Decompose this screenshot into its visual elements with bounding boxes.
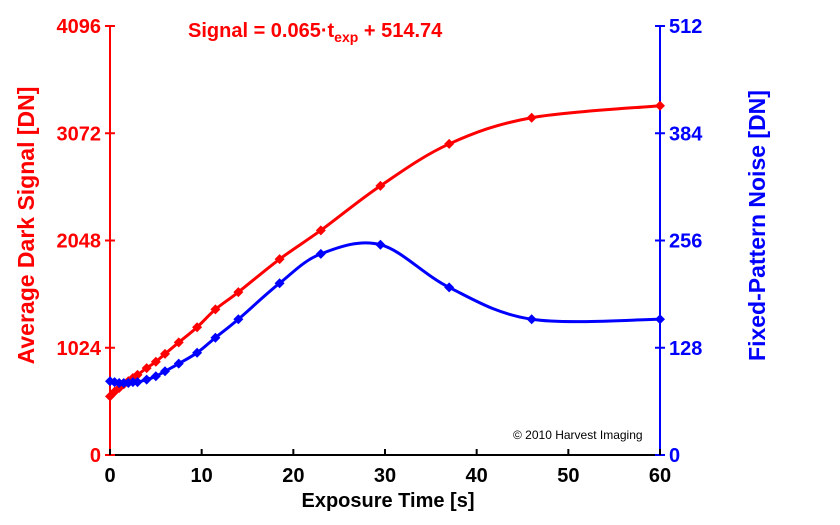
fit-equation-subscript: exp bbox=[334, 29, 358, 45]
fit-equation: Signal = 0.065·texp + 514.74 bbox=[188, 20, 443, 45]
data-series bbox=[105, 100, 665, 402]
fixed-pattern-noise-point bbox=[141, 374, 152, 385]
fixed-pattern-noise-point bbox=[132, 377, 143, 388]
fixed-pattern-noise-point bbox=[375, 239, 386, 250]
dark-signal-point bbox=[141, 363, 152, 374]
right-y-tick-label: 128 bbox=[669, 338, 702, 360]
fit-equation-suffix: + 514.74 bbox=[358, 20, 443, 42]
right-y-tick-label: 384 bbox=[669, 123, 703, 145]
x-tick-label: 40 bbox=[466, 465, 488, 487]
x-tick-label: 30 bbox=[374, 465, 396, 487]
right-y-axis-label: Fixed-Pattern Noise [DN] bbox=[744, 90, 770, 361]
left-y-tick-label: 3072 bbox=[57, 123, 102, 145]
fixed-pattern-noise-point bbox=[210, 332, 221, 343]
dark-signal-point bbox=[210, 304, 221, 315]
left-y-axis-label: Average Dark Signal [DN] bbox=[13, 87, 39, 365]
x-tick-label: 0 bbox=[104, 465, 115, 487]
left-y-tick-label: 2048 bbox=[57, 231, 102, 253]
x-tick-label: 20 bbox=[282, 465, 304, 487]
right-y-tick-label: 256 bbox=[669, 231, 702, 253]
fixed-pattern-noise-point bbox=[233, 314, 244, 325]
dark-signal-point bbox=[526, 112, 537, 123]
plot-area: 0 1024 2048 3072 4096 0 128 256 384 512 0 10 20 30 40 5… bbox=[57, 16, 704, 487]
dark-signal-point bbox=[655, 100, 665, 111]
dark-signal-point bbox=[315, 225, 326, 236]
fixed-pattern-noise-point bbox=[160, 366, 170, 377]
dark-signal-point bbox=[375, 180, 386, 191]
fixed-pattern-noise-line bbox=[109, 241, 661, 385]
fixed-pattern-noise-point bbox=[444, 282, 455, 293]
fixed-pattern-noise-point bbox=[274, 278, 285, 289]
fixed-pattern-noise-point bbox=[315, 248, 326, 259]
dark-signal-point bbox=[150, 356, 161, 367]
fixed-pattern-noise-point bbox=[526, 314, 537, 325]
left-y-tick-label: 0 bbox=[90, 445, 101, 467]
dark-signal-point bbox=[274, 254, 285, 265]
left-y-tick-label: 1024 bbox=[57, 338, 102, 360]
fixed-pattern-noise-point bbox=[150, 371, 161, 382]
left-y-tick-label: 4096 bbox=[57, 16, 102, 38]
x-axis-label: Exposure Time [s] bbox=[301, 490, 474, 512]
x-tick-label: 50 bbox=[557, 465, 579, 487]
x-tick-label: 60 bbox=[649, 465, 671, 487]
fixed-pattern-noise-point bbox=[655, 314, 665, 325]
x-tick-label: 10 bbox=[191, 465, 213, 487]
dark-signal-point bbox=[192, 322, 203, 333]
dark-signal-point bbox=[173, 337, 184, 348]
axis-ticks: 0 1024 2048 3072 4096 0 128 256 384 512 0 10 20 30 40 5… bbox=[57, 16, 704, 487]
dark-signal-point bbox=[160, 348, 170, 359]
right-y-tick-label: 512 bbox=[669, 16, 702, 38]
fixed-pattern-noise-point bbox=[192, 347, 203, 358]
dark-signal-point bbox=[233, 287, 244, 298]
copyright-note: © 2010 Harvest Imaging bbox=[513, 428, 643, 442]
fixed-pattern-noise-point bbox=[173, 358, 184, 369]
fit-equation-prefix: Signal = 0.065·t bbox=[188, 20, 335, 42]
right-y-tick-label: 0 bbox=[669, 445, 680, 467]
dark-signal-point bbox=[132, 369, 143, 380]
fixed-pattern-noise-series bbox=[105, 239, 665, 388]
dark-signal-point bbox=[444, 138, 455, 149]
